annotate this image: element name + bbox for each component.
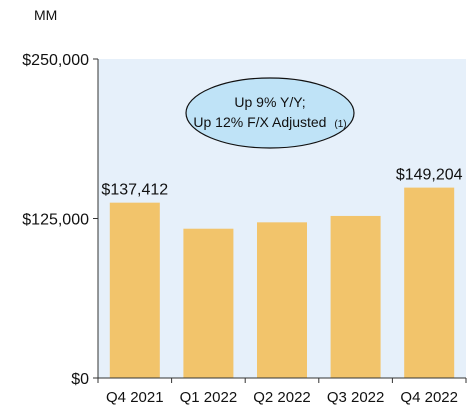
y-tick-label: $0 [71,371,89,388]
x-tick-label: Q3 2022 [327,389,385,406]
callout-footnote: (1) [334,119,346,130]
growth-callout: Up 9% Y/Y; Up 12% F/X Adjusted (1) [185,77,355,149]
y-tick-label: $250,000 [22,52,89,69]
bar [257,222,307,378]
data-labels: $137,412 $149,204 [101,167,462,199]
callout-line1: Up 9% Y/Y; [234,94,305,110]
bar [183,228,234,378]
callout-line2: Up 12% F/X Adjusted (1) [193,114,346,130]
x-tick-label: Q1 2022 [180,389,238,406]
bar [330,215,381,378]
bars [109,187,455,378]
unit-label: MM [34,7,57,23]
data-label: $137,412 [101,182,168,199]
callout-ellipse [185,77,355,149]
y-tick-label: $125,000 [22,212,89,229]
callout-line2-main: Up 12% F/X Adjusted [193,114,326,130]
data-label: $149,204 [396,167,463,184]
x-tick-label: Q4 2021 [106,389,164,406]
x-tick-label: Q4 2022 [400,389,458,406]
bar [404,187,455,378]
x-tick-label: Q2 2022 [253,389,311,406]
x-axis-categories: Q4 2021 Q1 2022 Q2 2022 Q3 2022 Q4 2022 [106,378,467,406]
bar [109,202,160,378]
y-axis-ticks: $0 $125,000 $250,000 [22,52,98,388]
